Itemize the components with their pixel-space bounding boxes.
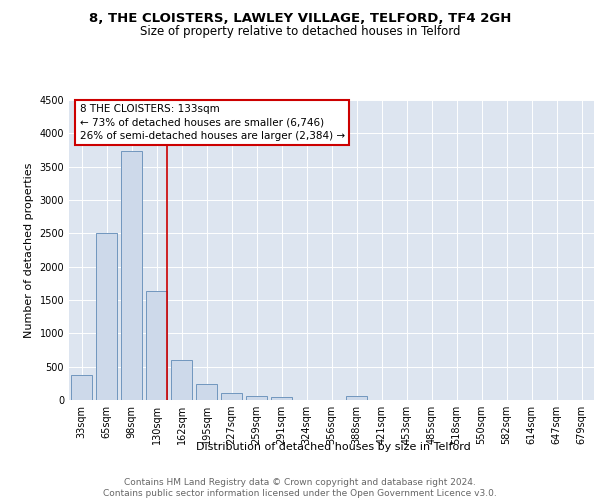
Text: 8 THE CLOISTERS: 133sqm
← 73% of detached houses are smaller (6,746)
26% of semi: 8 THE CLOISTERS: 133sqm ← 73% of detache… xyxy=(79,104,344,141)
Bar xyxy=(96,232,117,400)
Bar xyxy=(271,396,292,400)
Bar xyxy=(146,290,167,400)
Bar xyxy=(246,396,267,400)
Bar xyxy=(221,392,242,400)
Text: Distribution of detached houses by size in Telford: Distribution of detached houses by size … xyxy=(196,442,470,452)
Bar xyxy=(121,152,142,400)
Text: Size of property relative to detached houses in Telford: Size of property relative to detached ho… xyxy=(140,25,460,38)
Text: 8, THE CLOISTERS, LAWLEY VILLAGE, TELFORD, TF4 2GH: 8, THE CLOISTERS, LAWLEY VILLAGE, TELFOR… xyxy=(89,12,511,26)
Bar xyxy=(196,384,217,400)
Bar xyxy=(171,360,192,400)
Text: Contains HM Land Registry data © Crown copyright and database right 2024.
Contai: Contains HM Land Registry data © Crown c… xyxy=(103,478,497,498)
Bar xyxy=(71,374,92,400)
Bar xyxy=(346,396,367,400)
Y-axis label: Number of detached properties: Number of detached properties xyxy=(24,162,34,338)
